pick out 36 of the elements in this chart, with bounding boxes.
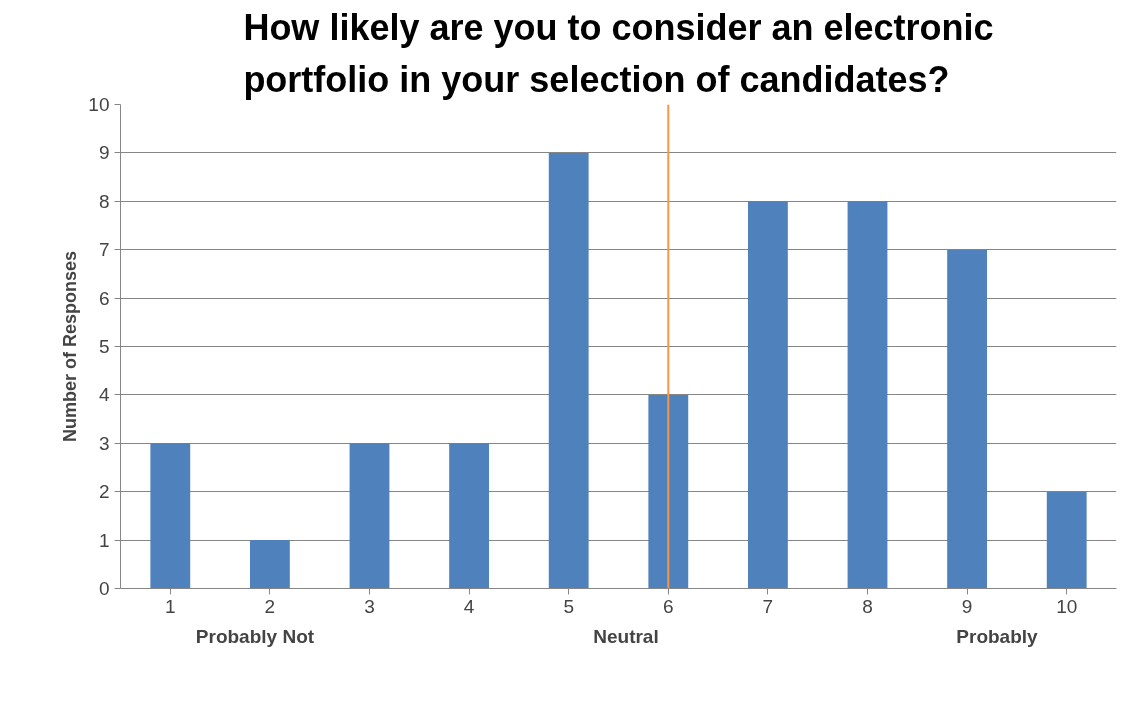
bar: [648, 394, 689, 589]
y-tick-label: 7: [98, 239, 110, 261]
bar: [747, 201, 788, 589]
bar: [249, 540, 290, 589]
x-tick-label: 3: [364, 595, 375, 617]
text: Neutral: [593, 625, 659, 647]
y-tick-label: 4: [98, 384, 110, 406]
bar: [947, 249, 988, 589]
x-tick-label: 9: [961, 595, 973, 617]
y-tick-label: 1: [98, 529, 110, 551]
bar: [449, 443, 490, 589]
y-tick-label: 10: [88, 94, 110, 115]
bar: [548, 152, 589, 589]
x-tick-label: 7: [762, 595, 774, 617]
y-tick-label: 8: [98, 190, 110, 212]
y-tick-label: 0: [98, 578, 110, 599]
x-tick-label: 2: [264, 595, 276, 617]
x-tick-label: 1: [165, 595, 176, 617]
x-tick-label: 10: [1056, 595, 1078, 617]
y-tick-label: 5: [98, 336, 110, 357]
bar: [349, 443, 390, 589]
bar: [1046, 491, 1087, 589]
chart-title: How likely are you to consider an electronic portfolio in your selection of candidates?: [243, 7, 994, 100]
bar: [847, 201, 888, 589]
y-tick-label: 2: [98, 481, 110, 503]
x-tick-label: 8: [862, 595, 873, 617]
x-tick-label: 5: [563, 595, 574, 617]
y-tick-label: 3: [98, 432, 110, 454]
bar: [150, 443, 191, 589]
y-axis-title: Number of Responses: [60, 250, 81, 443]
y-tick-label: 9: [98, 142, 110, 164]
text: Probably Not: [195, 625, 315, 647]
y-tick-label: 6: [98, 287, 110, 309]
text: Probably: [956, 625, 1039, 647]
x-tick-label: 4: [463, 595, 475, 617]
x-tick-label: 6: [663, 595, 674, 617]
